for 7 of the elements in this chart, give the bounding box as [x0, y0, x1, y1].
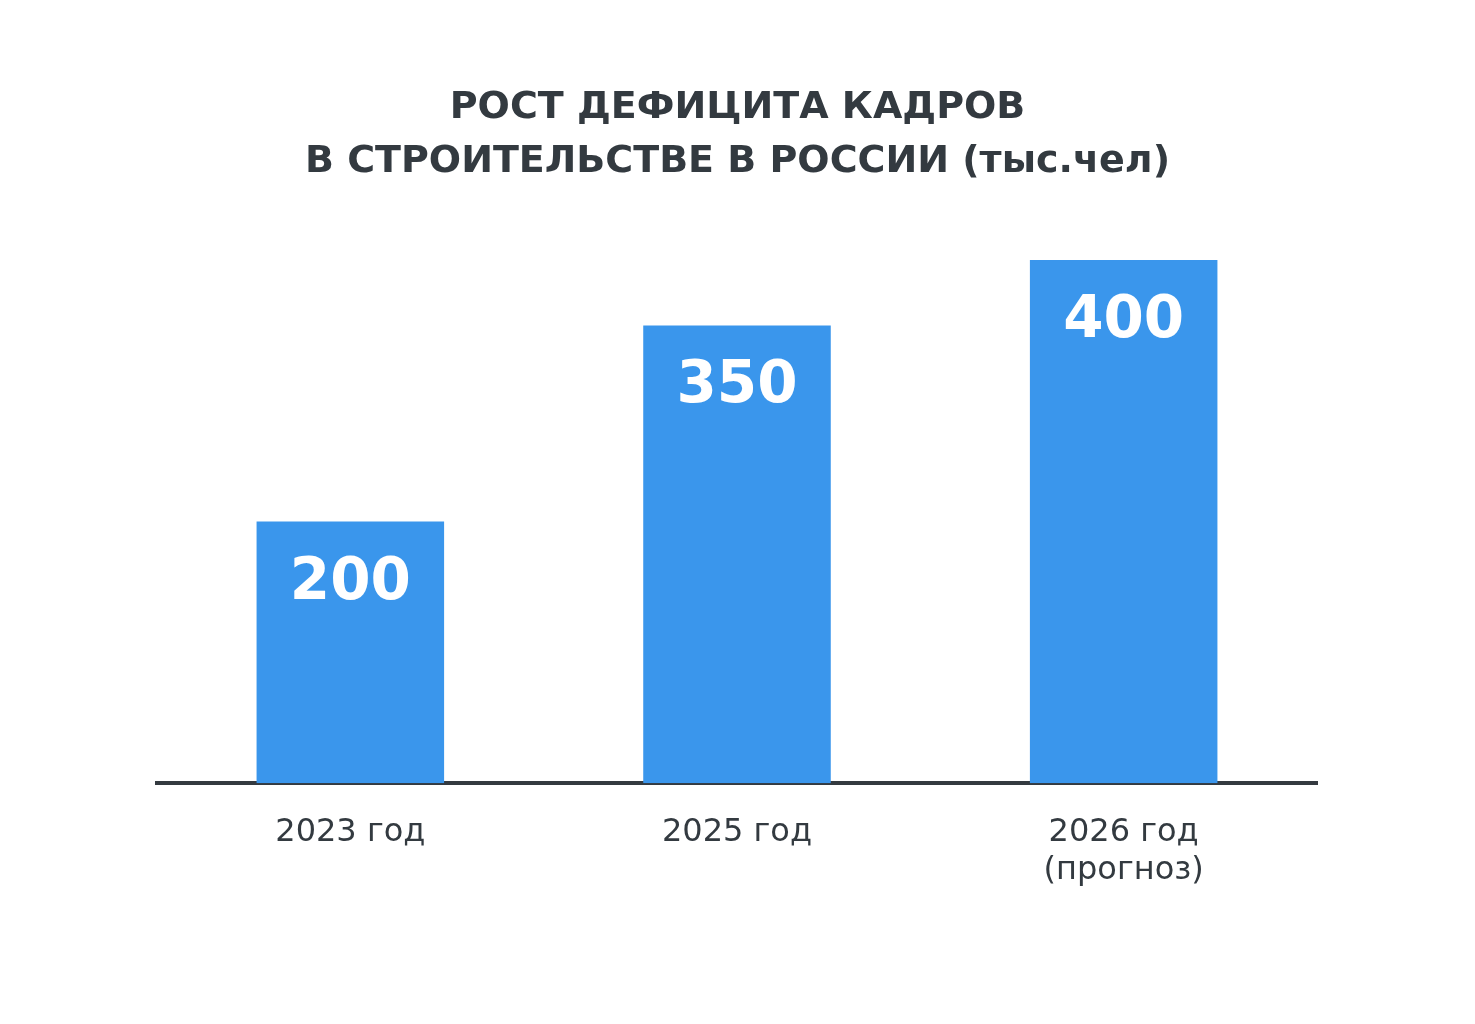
data-label: 200 [289, 544, 411, 613]
x-tick-label: 2025 год [661, 810, 813, 849]
chart-title: РОСТ ДЕФИЦИТА КАДРОВ В СТРОИТЕЛЬСТВЕ В РОССИИ (тыс.чел) [303, 82, 1172, 183]
data-label: 400 [1063, 283, 1185, 352]
x-tick-label: 2023 год [275, 810, 426, 849]
data-label: 350 [676, 348, 798, 417]
x-tick-label: 2026 год (прогноз) [1043, 810, 1204, 888]
